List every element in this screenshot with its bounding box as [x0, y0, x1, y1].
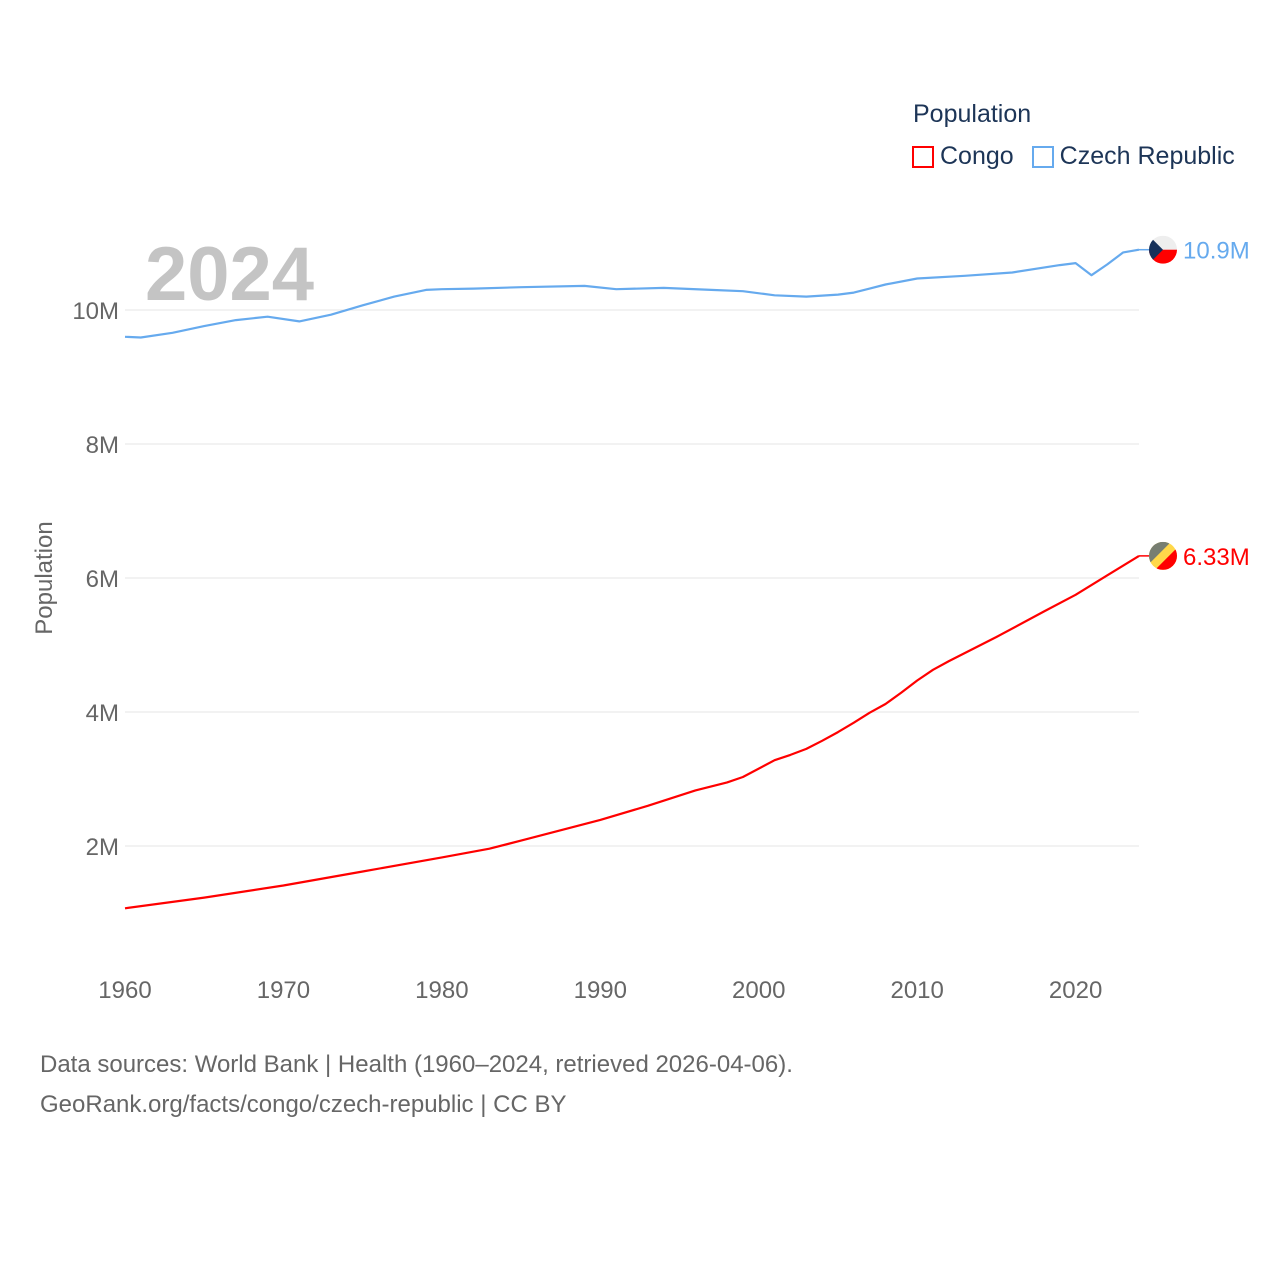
flag-body [1149, 541, 1177, 570]
series-line-czech-republic[interactable] [124, 248, 1140, 339]
x-tick-label: 1990 [574, 977, 627, 1004]
flag-body [1149, 235, 1177, 264]
y-tick-label: 4M [86, 700, 119, 727]
legend-item-congo[interactable]: Congo [912, 142, 1014, 171]
y-tick-label: 2M [86, 834, 119, 861]
year-watermark: 2024 [145, 232, 314, 317]
legend-swatch-czech-republic [1031, 145, 1054, 168]
y-axis-label: Population [31, 521, 58, 634]
legend-swatch-congo [912, 145, 934, 168]
x-tick-label: 2010 [890, 977, 943, 1004]
attribution-link[interactable]: GeoRank.org/facts/congo/czech-republic |… [40, 1091, 567, 1118]
x-tick-label: 1980 [415, 977, 468, 1004]
y-tick-label: 10M [72, 298, 119, 325]
end-value-label: 6.33M [1183, 544, 1250, 571]
legend-item-czech-republic[interactable]: Czech Republic [1031, 142, 1235, 171]
y-tick-label: 8M [86, 432, 119, 459]
x-tick-label: 1960 [98, 977, 151, 1004]
end-value-label: 10.9M [1183, 238, 1250, 265]
legend-label: Congo [940, 142, 1014, 170]
legend: Congo Czech Republic [912, 142, 1235, 171]
flag-czech-republic-icon [1149, 235, 1177, 264]
legend-label: Czech Republic [1059, 142, 1235, 170]
footer: Data sources: World Bank | Health (1960–… [40, 1045, 793, 1125]
x-tick-label: 2000 [732, 977, 785, 1004]
y-tick-label: 6M [86, 566, 119, 593]
flag-stripe [1149, 541, 1171, 564]
x-tick-label: 2020 [1049, 977, 1102, 1004]
flag-stripe [1155, 547, 1177, 570]
flag-triangle [1149, 235, 1163, 264]
data-sources-text: Data sources: World Bank | Health (1960–… [40, 1051, 793, 1078]
x-tick-label: 1970 [257, 977, 310, 1004]
legend-title: Population [913, 100, 1032, 128]
flag-congo-icon [1149, 541, 1177, 570]
series-line-congo[interactable] [124, 554, 1140, 910]
